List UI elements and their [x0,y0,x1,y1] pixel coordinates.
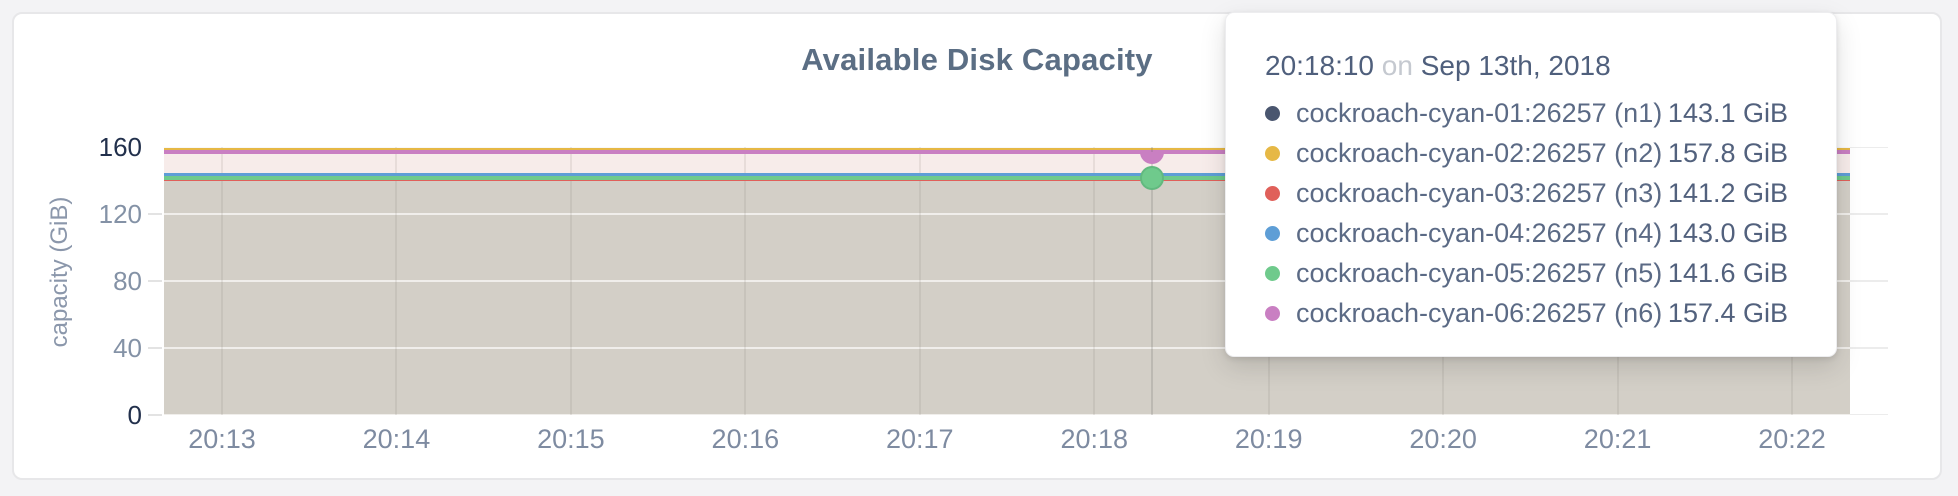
x-tick-label: 20:13 [188,424,256,454]
legend-series-value: 143.0 GiB [1667,217,1788,248]
x-tick-label: 20:17 [886,424,954,454]
gridline-horizontal [164,347,1850,349]
legend-series-name: cockroach-cyan-03:26257 (n3) [1296,177,1663,208]
x-tick-label: 20:21 [1583,424,1652,454]
legend-series-name: cockroach-cyan-01:26257 (n1) [1296,97,1663,128]
legend-row: cockroach-cyan-05:26257 (n5) 141.6 GiB [1265,253,1788,293]
tooltip-date: Sep 13th, 2018 [1420,50,1611,81]
series-line-n2 [164,148,1850,152]
gridline-vertical [569,147,572,415]
legend-series-name: cockroach-cyan-02:26257 (n2) [1296,137,1663,168]
series-line-n6 [164,150,1850,155]
legend-color-dot [1265,145,1280,161]
series-line-n4 [164,173,1850,178]
legend-series-value: 143.1 GiB [1667,97,1788,128]
chart-card: Available Disk Capacity capacity (GiB) 1… [12,12,1942,480]
tooltip-time: 20:18:10 [1265,50,1374,81]
y-tick-label: 80 [113,266,142,296]
x-tick-label: 20:19 [1234,424,1303,454]
y-tick-mark [148,280,162,282]
legend-row: cockroach-cyan-01:26257 (n1) 143.1 GiB [1265,93,1788,133]
x-tick-label: 20:14 [362,424,431,454]
gridline-vertical [918,147,921,415]
gridline-horizontal [164,280,1850,282]
y-tick-mark [148,213,162,215]
x-tick-label: 20:20 [1409,424,1477,454]
legend-series-name: cockroach-cyan-05:26257 (n5) [1296,257,1663,288]
y-tick-label: 160 [98,132,142,162]
x-tick-label: 20:22 [1758,424,1826,454]
gridline-vertical [744,147,747,415]
chart-title: Available Disk Capacity [801,42,1153,77]
x-tick-label: 20:16 [711,424,780,454]
gridline-horizontal [164,414,1850,415]
x-tick-label: 20:15 [537,424,605,454]
legend-color-dot [1265,265,1280,281]
legend-color-dot [1265,225,1280,241]
legend-series-value: 157.8 GiB [1667,137,1788,168]
series-line-n5 [164,175,1850,180]
hover-guideline [1151,147,1153,415]
x-tick-label: 20:18 [1060,424,1129,454]
legend-row: cockroach-cyan-03:26257 (n3) 141.2 GiB [1265,173,1788,213]
legend-series-value: 141.6 GiB [1667,257,1788,288]
gridline-horizontal [164,147,1850,148]
tooltip-legend: cockroach-cyan-01:26257 (n1) 143.1 GiB coc… [1265,93,1788,333]
legend-series-name: cockroach-cyan-04:26257 (n4) [1296,217,1663,248]
legend-row: cockroach-cyan-02:26257 (n2) 157.8 GiB [1265,133,1788,173]
y-tick-label: 120 [98,199,142,229]
legend-color-dot [1265,185,1280,201]
tooltip-timestamp: 20:18:10 on Sep 13th, 2018 [1265,49,1788,83]
gridline-horizontal [164,213,1850,215]
gridline-vertical [395,147,398,415]
legend-row: cockroach-cyan-06:26257 (n6) 157.4 GiB [1265,293,1788,333]
legend-series-value: 157.4 GiB [1667,297,1788,328]
tooltip-separator: on [1381,50,1413,81]
legend-series-value: 141.2 GiB [1667,177,1788,208]
hover-marker-n6 [1140,151,1164,164]
legend-series-name: cockroach-cyan-06:26257 (n6) [1296,297,1663,328]
hover-marker-n5 [1140,165,1164,190]
y-tick-label: 40 [113,333,142,363]
legend-color-dot [1265,105,1280,121]
gridline-vertical [1093,147,1096,415]
y-tick-mark [148,414,162,416]
y-tick-mark [148,347,162,349]
y-tick-label: 0 [127,400,142,430]
chart-tooltip: 20:18:10 on Sep 13th, 2018 cockroach-cya… [1225,12,1837,357]
legend-row: cockroach-cyan-04:26257 (n4) 143.0 GiB [1265,213,1788,253]
gridline-vertical [221,147,223,415]
legend-color-dot [1265,305,1280,321]
